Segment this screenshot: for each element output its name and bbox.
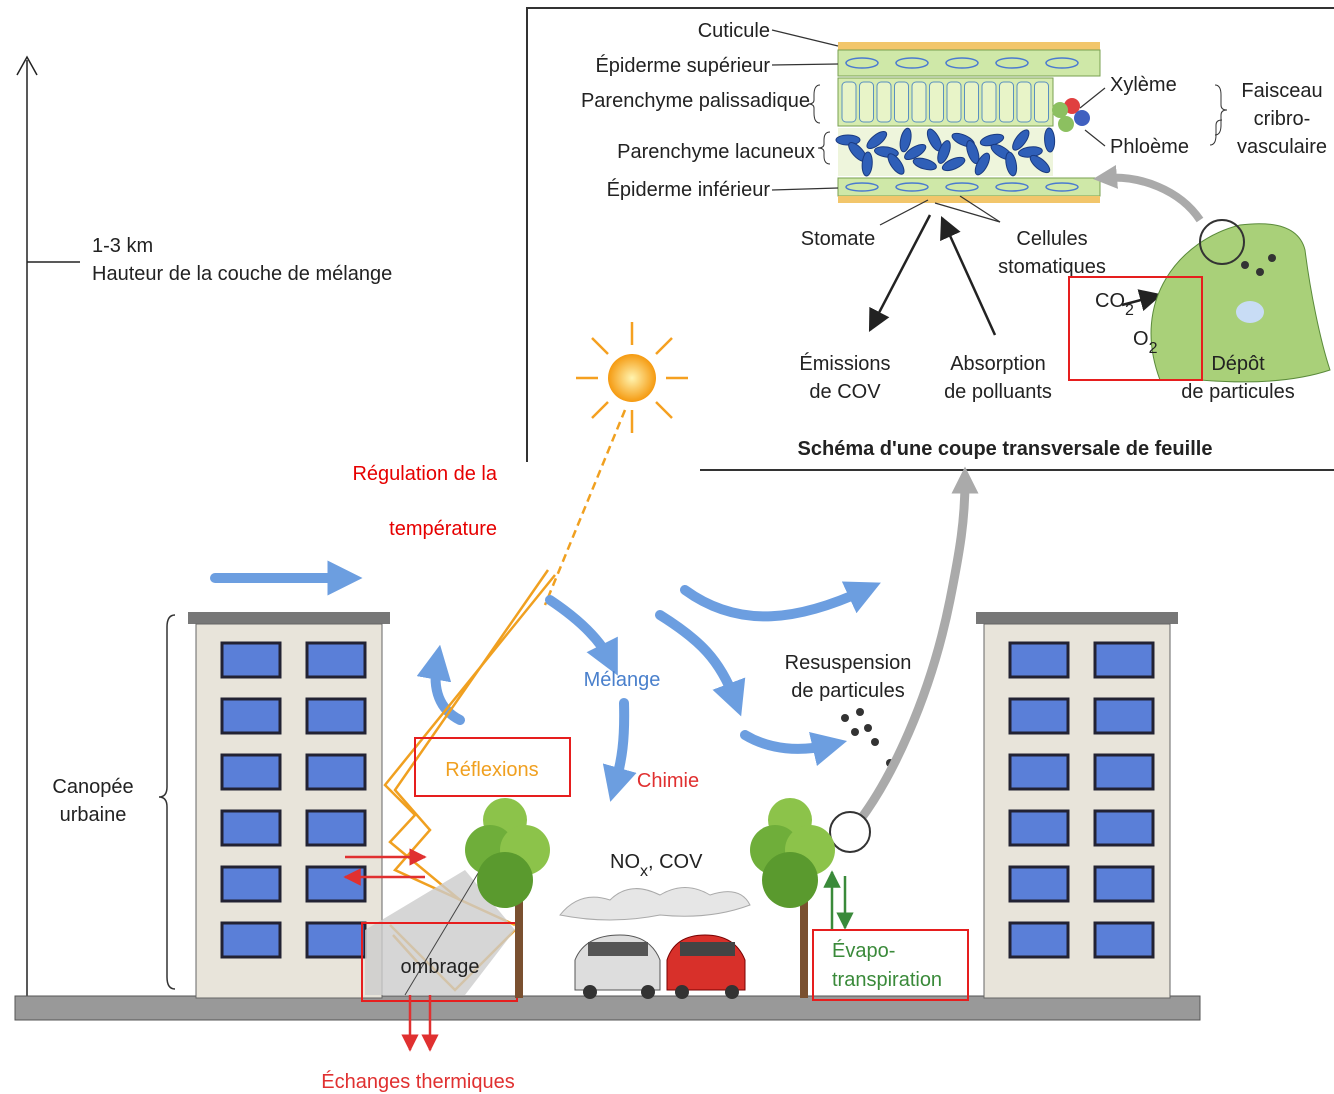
- window: [222, 643, 280, 677]
- sun: [576, 322, 688, 433]
- cell: [1000, 82, 1014, 122]
- cell: [877, 82, 891, 122]
- label: Dépôt: [1211, 353, 1265, 375]
- window: [307, 923, 365, 957]
- height-axis: [17, 57, 80, 998]
- label: de particules: [791, 680, 904, 702]
- label: de particules: [1181, 381, 1294, 403]
- label: Absorption: [950, 353, 1046, 375]
- label: Évapo-: [832, 939, 895, 962]
- window: [1095, 867, 1153, 901]
- window: [1010, 923, 1068, 957]
- title: température: [389, 518, 497, 540]
- window: [1095, 811, 1153, 845]
- window: [307, 643, 365, 677]
- label: transpiration: [832, 969, 942, 991]
- diagram: Cuticule Épiderme supérieur Parenchyme p…: [0, 0, 1334, 1094]
- window: [1010, 811, 1068, 845]
- label: Faisceau: [1241, 80, 1322, 102]
- label: 1-3 km: [92, 235, 153, 257]
- window: [1010, 643, 1068, 677]
- subscript: 2: [1149, 340, 1158, 357]
- label: ombrage: [401, 956, 480, 978]
- window: [1095, 755, 1153, 789]
- label: Mélange: [584, 669, 661, 691]
- label: Cellules: [1016, 228, 1087, 250]
- car: [667, 935, 745, 999]
- window: [222, 811, 280, 845]
- label: Hauteur de la couche de mélange: [92, 263, 392, 285]
- label: Parenchyme palissadique: [581, 90, 810, 112]
- cell: [930, 82, 944, 122]
- cell: [1035, 82, 1049, 122]
- label: Canopée: [52, 776, 133, 798]
- window: [222, 867, 280, 901]
- text: O: [1133, 328, 1149, 350]
- label: Phloème: [1110, 136, 1189, 158]
- label: de COV: [809, 381, 881, 403]
- label: Xylème: [1110, 74, 1177, 96]
- window: [1010, 867, 1068, 901]
- cell: [1017, 82, 1031, 122]
- caption: Schéma d'une coupe transversale de feuil…: [798, 438, 1213, 460]
- subscript: x: [640, 863, 648, 880]
- cell: [947, 82, 961, 122]
- label: vasculaire: [1237, 136, 1327, 158]
- window: [222, 755, 280, 789]
- ground: [15, 996, 1200, 1020]
- text: CO: [1095, 290, 1125, 312]
- label: Émissions: [799, 352, 890, 375]
- cell: [965, 82, 979, 122]
- cell: [836, 135, 860, 145]
- window: [307, 755, 365, 789]
- window: [1095, 923, 1153, 957]
- window: [1095, 699, 1153, 733]
- leaf-section: [836, 42, 1100, 203]
- label: stomatiques: [998, 256, 1106, 278]
- cell: [860, 82, 874, 122]
- window: [222, 699, 280, 733]
- label: CO2: [1095, 290, 1134, 319]
- label: urbaine: [60, 804, 127, 826]
- label: Épiderme supérieur: [595, 54, 770, 77]
- label: Épiderme inférieur: [607, 178, 771, 201]
- label: Cuticule: [698, 20, 770, 42]
- label: Stomate: [801, 228, 875, 250]
- text: NO: [610, 851, 640, 873]
- window: [1095, 643, 1153, 677]
- window: [307, 811, 365, 845]
- label: Échanges thermiques: [321, 1070, 514, 1093]
- window: [222, 923, 280, 957]
- window: [1010, 755, 1068, 789]
- label: Chimie: [637, 770, 699, 792]
- window: [307, 867, 365, 901]
- label: Resuspension: [785, 652, 912, 674]
- label: de polluants: [944, 381, 1052, 403]
- title: Régulation de la: [352, 463, 497, 485]
- label: Parenchyme lacuneux: [617, 141, 815, 163]
- label: Réflexions: [445, 759, 538, 781]
- window: [307, 699, 365, 733]
- subscript: 2: [1125, 302, 1134, 319]
- cell: [982, 82, 996, 122]
- cell: [842, 82, 856, 122]
- window: [1010, 699, 1068, 733]
- cell: [895, 82, 909, 122]
- label: NOx, COV: [610, 851, 703, 880]
- tree: [750, 798, 835, 998]
- text: , COV: [648, 851, 703, 873]
- label: cribro-: [1254, 108, 1311, 130]
- car: [575, 935, 660, 999]
- cell: [912, 82, 926, 122]
